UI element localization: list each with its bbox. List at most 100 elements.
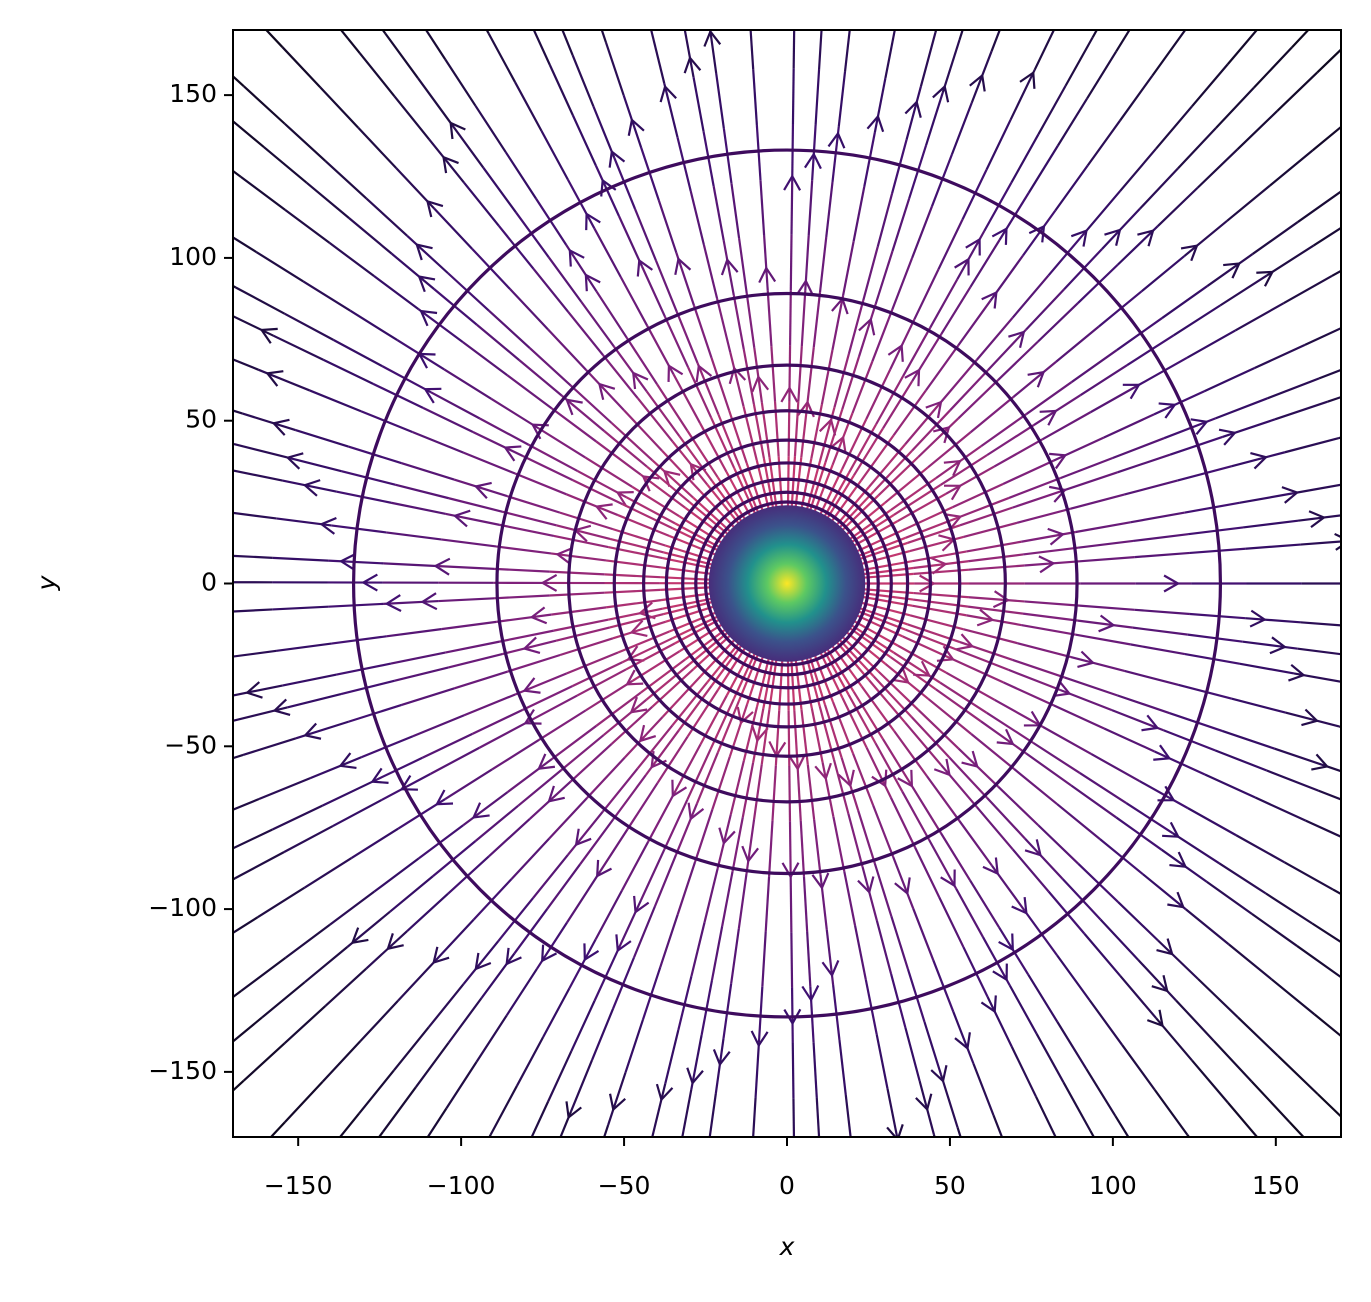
x-tick-label: 50 — [934, 1171, 966, 1200]
streamline — [1305, 322, 1355, 345]
streamline — [217, 555, 272, 558]
streamline — [764, 236, 768, 291]
streamline — [1243, 642, 1298, 649]
streamline — [500, 631, 554, 642]
streamline — [858, 810, 875, 863]
streamline — [491, 1086, 517, 1135]
streamline — [392, 254, 435, 289]
streamline — [0, 774, 18, 787]
streamline — [152, 111, 196, 144]
streamline — [1060, 1146, 1084, 1196]
streamline — [1091, 754, 1139, 781]
streamline — [1071, 495, 1125, 509]
streamline — [789, 766, 790, 821]
streamline — [0, 621, 51, 624]
streamline — [449, 498, 503, 512]
streamline — [65, 436, 119, 447]
x-axis-label: x — [779, 1232, 795, 1261]
streamline — [394, 1027, 429, 1070]
streamline — [896, 0, 907, 24]
streamline — [548, 1051, 571, 1101]
streamline — [507, 969, 537, 1015]
streamline — [549, 572, 604, 575]
streamline — [793, 1098, 794, 1153]
streamline — [1011, 70, 1035, 120]
streamline — [57, 673, 112, 680]
streamline — [439, 566, 494, 569]
streamline — [1252, 1081, 1290, 1122]
streamline — [323, 1041, 361, 1082]
streamline — [1035, 20, 1059, 70]
streamline — [730, 352, 743, 406]
streamline — [701, 1148, 709, 1203]
streamline — [1071, 657, 1125, 671]
streamline — [1090, 1000, 1123, 1045]
streamline — [217, 609, 272, 612]
streamline — [164, 947, 211, 977]
streamline — [464, 941, 499, 984]
streamline — [1306, 821, 1356, 844]
streamline — [1207, 882, 1252, 914]
streamline — [844, 871, 855, 925]
streamline — [823, 1208, 826, 1263]
streamline — [843, 241, 854, 295]
streamline — [660, 915, 677, 968]
streamline — [385, 33, 418, 78]
streamline — [1142, 256, 1185, 291]
streamline — [136, 41, 179, 76]
streamline — [1220, 275, 1267, 305]
streamline — [974, 1181, 991, 1234]
streamline — [477, 325, 520, 360]
streamline — [1349, 683, 1371, 693]
streamline — [651, 30, 664, 84]
streamline — [814, 820, 820, 875]
streamline — [434, 208, 472, 248]
streamline — [211, 917, 258, 947]
streamline — [1176, 1000, 1214, 1041]
streamline — [1158, 188, 1198, 226]
streamline — [221, 112, 264, 147]
streamline — [73, 403, 127, 417]
streamline — [162, 1118, 203, 1155]
streamline — [826, 182, 832, 237]
streamline — [236, 287, 285, 313]
streamline — [1127, 335, 1174, 365]
streamline — [1158, 940, 1198, 978]
streamline — [549, 593, 604, 596]
streamline — [1198, 149, 1238, 187]
streamline — [374, 276, 418, 309]
streamline — [768, 291, 772, 346]
streamline — [382, 774, 431, 800]
streamline — [913, 909, 933, 961]
streamline — [1300, 540, 1355, 544]
streamline — [326, 1248, 356, 1294]
streamline — [449, 654, 503, 667]
streamline — [548, 330, 586, 370]
streamline — [543, 988, 569, 1037]
streamline — [174, 288, 224, 312]
streamline — [1285, 438, 1339, 452]
streamline — [795, 1209, 796, 1264]
streamline — [162, 552, 217, 555]
streamline — [197, 991, 241, 1024]
streamline — [2, 266, 53, 287]
streamline — [816, 70, 819, 125]
streamline — [256, 252, 303, 281]
streamline — [1122, 1045, 1155, 1090]
streamline — [941, 765, 977, 807]
streamline — [515, 82, 541, 131]
streamline — [206, 0, 244, 7]
streamline — [722, 872, 732, 926]
streamline — [111, 497, 166, 504]
streamline — [350, 311, 397, 340]
streamline — [1065, 678, 1117, 696]
streamline — [993, 1115, 1013, 1167]
streamline — [717, 299, 730, 353]
y-tick-label: 100 — [169, 242, 217, 271]
streamline — [697, 752, 718, 803]
streamline — [877, 1034, 888, 1088]
streamline — [635, 209, 656, 260]
streamline — [998, 787, 1038, 825]
streamline — [1109, 1246, 1133, 1296]
